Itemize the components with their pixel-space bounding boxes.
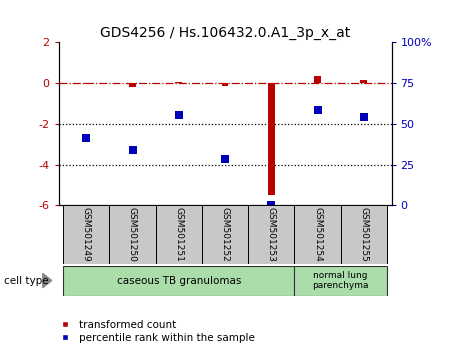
Bar [314, 76, 321, 83]
Text: normal lung
parenchyma: normal lung parenchyma [312, 271, 369, 290]
FancyBboxPatch shape [202, 205, 248, 264]
Text: GSM501249: GSM501249 [82, 207, 91, 262]
Bar [176, 82, 182, 83]
FancyBboxPatch shape [109, 205, 156, 264]
FancyBboxPatch shape [341, 205, 387, 264]
FancyBboxPatch shape [294, 205, 341, 264]
Bar [83, 83, 90, 84]
Bar [221, 83, 229, 86]
FancyBboxPatch shape [156, 205, 202, 264]
Title: GDS4256 / Hs.106432.0.A1_3p_x_at: GDS4256 / Hs.106432.0.A1_3p_x_at [100, 26, 350, 40]
Text: GSM501250: GSM501250 [128, 207, 137, 262]
Text: GSM501253: GSM501253 [267, 207, 276, 262]
Polygon shape [43, 273, 52, 287]
Bar [360, 80, 367, 83]
FancyBboxPatch shape [63, 205, 109, 264]
Legend: transformed count, percentile rank within the sample: transformed count, percentile rank withi… [50, 315, 259, 347]
Text: GSM501252: GSM501252 [220, 207, 230, 262]
FancyBboxPatch shape [248, 205, 294, 264]
Text: GSM501254: GSM501254 [313, 207, 322, 262]
FancyBboxPatch shape [294, 266, 387, 296]
Text: cell type: cell type [4, 275, 49, 286]
Bar [268, 83, 274, 195]
Bar [129, 83, 136, 87]
Text: GSM501251: GSM501251 [174, 207, 183, 262]
Text: GSM501255: GSM501255 [359, 207, 368, 262]
Text: caseous TB granulomas: caseous TB granulomas [117, 275, 241, 286]
FancyBboxPatch shape [63, 266, 294, 296]
